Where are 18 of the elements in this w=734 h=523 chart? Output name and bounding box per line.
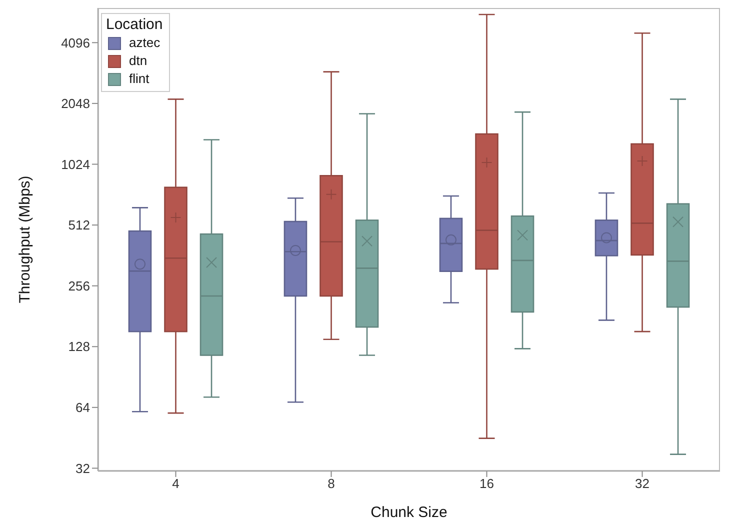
y-tick-label: 4096	[61, 35, 90, 50]
y-tick-label: 2048	[61, 96, 90, 112]
legend-label: flint	[129, 70, 150, 88]
x-tick-label: 16	[480, 476, 494, 492]
legend-title: Location	[106, 16, 163, 34]
y-tick-label: 64	[76, 400, 90, 416]
y-tick-label: 512	[68, 218, 90, 233]
y-axis-title: Throughput (Mbps)	[16, 176, 34, 304]
y-tick-label: 256	[68, 278, 90, 294]
x-tick-label: 8	[328, 476, 335, 492]
legend-label: aztec	[129, 34, 160, 52]
x-tick-label: 32	[635, 476, 650, 492]
legend-label: dtn	[129, 52, 148, 70]
x-tick-label: 4	[172, 476, 180, 492]
y-tick-label: 128	[68, 339, 90, 354]
x-axis-title: Chunk Size	[370, 504, 448, 521]
y-tick-label: 32	[76, 460, 90, 476]
y-tick-label: 1024	[61, 156, 90, 172]
